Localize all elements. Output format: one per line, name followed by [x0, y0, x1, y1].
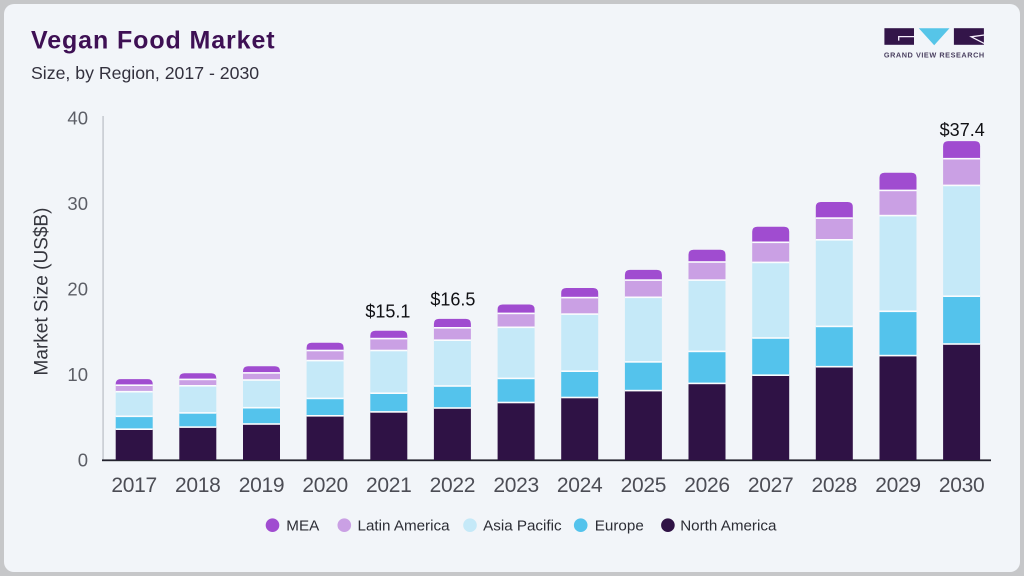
svg-text:GRAND VIEW RESEARCH: GRAND VIEW RESEARCH — [884, 50, 985, 59]
svg-text:2026: 2026 — [684, 474, 730, 497]
svg-text:30: 30 — [67, 193, 88, 214]
svg-text:Europe: Europe — [595, 518, 644, 535]
svg-text:Latin America: Latin America — [358, 518, 451, 535]
svg-text:2028: 2028 — [812, 474, 858, 497]
svg-text:2021: 2021 — [366, 474, 412, 497]
svg-text:$37.4: $37.4 — [940, 120, 985, 140]
svg-text:40: 40 — [67, 108, 88, 129]
svg-text:2025: 2025 — [621, 474, 667, 497]
svg-text:MEA: MEA — [286, 518, 320, 535]
svg-text:20: 20 — [67, 279, 88, 300]
svg-text:Vegan Food Market: Vegan Food Market — [31, 27, 276, 55]
svg-text:2019: 2019 — [239, 474, 285, 497]
svg-text:2020: 2020 — [302, 474, 348, 497]
svg-text:North America: North America — [680, 518, 777, 535]
svg-text:2017: 2017 — [111, 474, 157, 497]
svg-text:2018: 2018 — [175, 474, 221, 497]
svg-text:Market Size (US$B): Market Size (US$B) — [32, 208, 53, 376]
svg-text:2027: 2027 — [748, 474, 794, 497]
svg-text:2029: 2029 — [875, 474, 921, 497]
svg-text:2022: 2022 — [430, 474, 476, 497]
svg-text:2024: 2024 — [557, 474, 603, 497]
svg-text:Size, by Region, 2017 - 2030: Size, by Region, 2017 - 2030 — [31, 63, 259, 83]
svg-text:$16.5: $16.5 — [430, 290, 475, 310]
svg-text:2030: 2030 — [939, 474, 985, 497]
svg-text:2023: 2023 — [493, 474, 539, 497]
svg-text:Asia Pacific: Asia Pacific — [483, 518, 562, 535]
svg-text:0: 0 — [78, 450, 88, 471]
svg-text:10: 10 — [67, 364, 88, 385]
svg-text:$15.1: $15.1 — [365, 302, 410, 322]
